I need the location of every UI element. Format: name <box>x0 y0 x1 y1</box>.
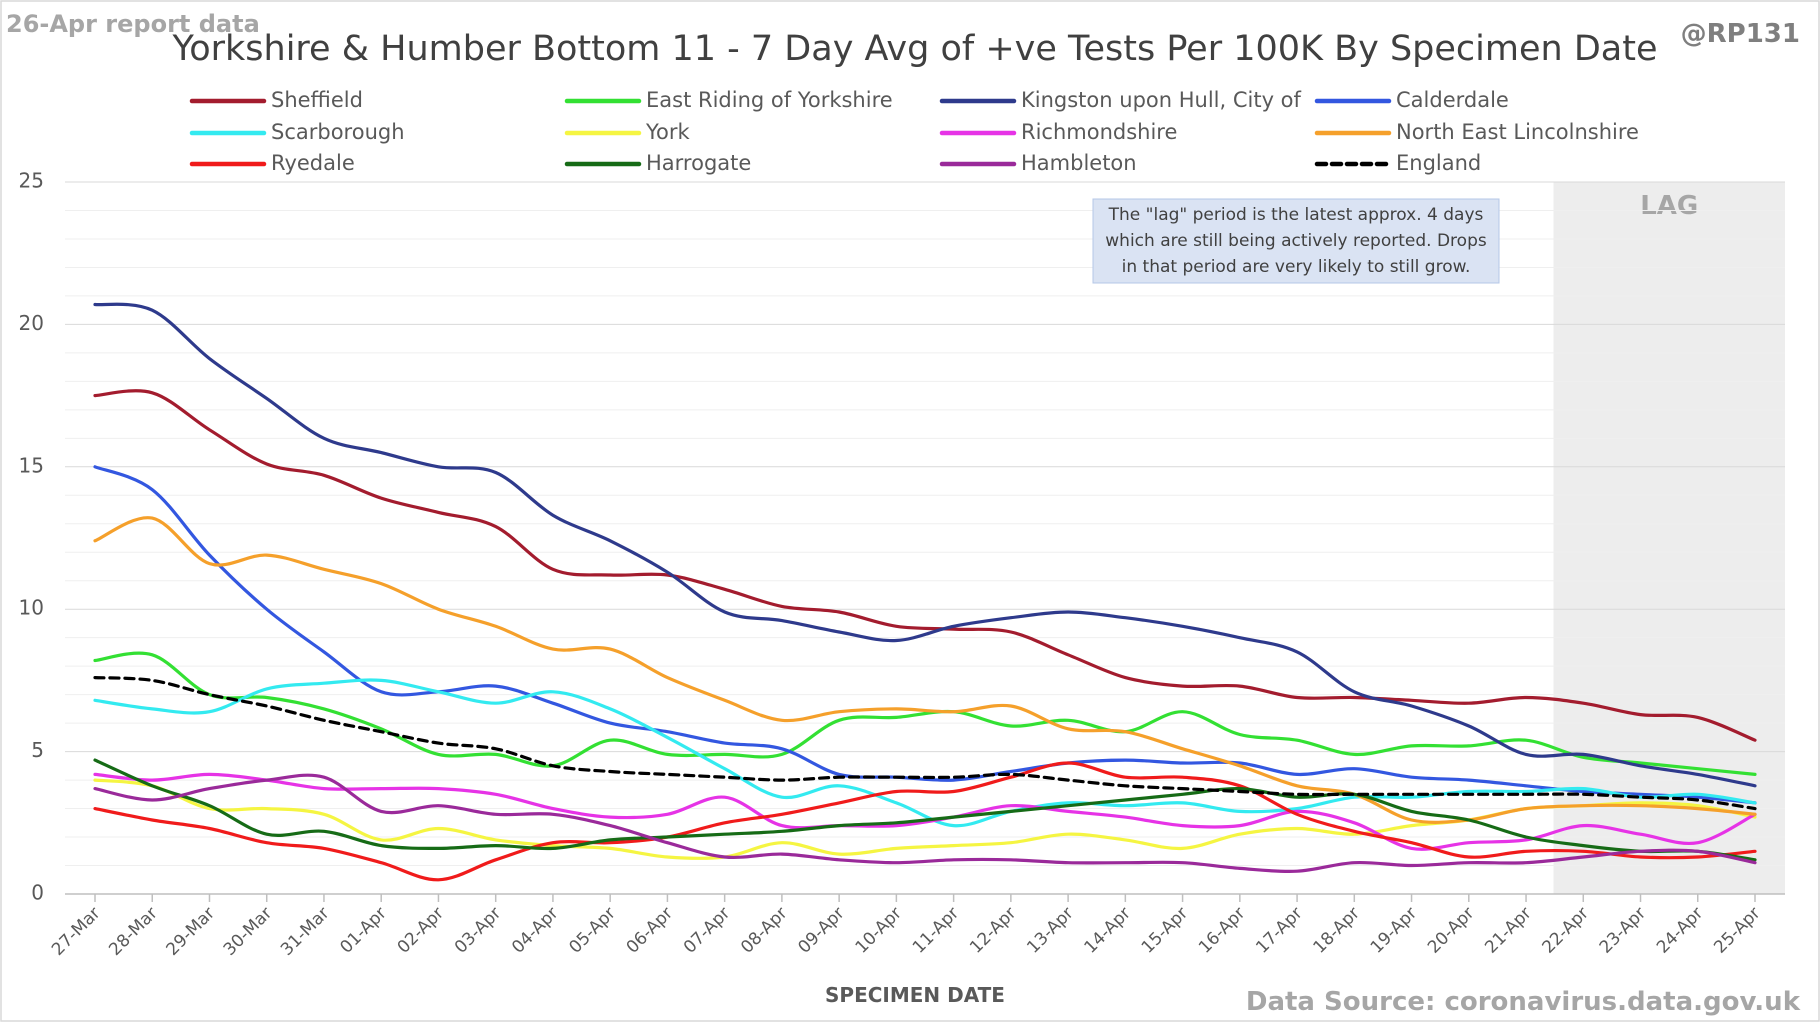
y-tick-label: 15 <box>19 453 44 477</box>
series-line-richmondshire <box>93 772 1757 851</box>
y-tick-label: 5 <box>31 738 44 762</box>
author-handle: @RP131 <box>1681 19 1800 49</box>
lag-shading <box>1553 182 1785 894</box>
legend-label-harrogate: Harrogate <box>646 151 751 175</box>
series-line-england <box>93 676 1757 811</box>
legend-label-kingston-upon-hull-city-of: Kingston upon Hull, City of <box>1021 88 1302 112</box>
series-line-ryedale <box>93 761 1757 882</box>
data-source: Data Source: coronavirus.data.gov.uk <box>1246 987 1801 1017</box>
lag-note-line-3: in that period are very likely to still … <box>1122 257 1471 277</box>
x-axis-label: SPECIMEN DATE <box>825 983 1005 1007</box>
series-lines <box>93 302 1757 882</box>
legend-label-richmondshire: Richmondshire <box>1021 120 1177 144</box>
series-line-east-riding-of-yorkshire <box>93 651 1757 776</box>
lag-note-line-1: The "lag" period is the latest approx. 4… <box>1108 205 1484 225</box>
report-date-label: 26-Apr report data <box>6 10 260 38</box>
series-line-sheffield <box>93 389 1757 742</box>
y-tick-label: 0 <box>31 881 44 905</box>
legend-label-scarborough: Scarborough <box>271 120 405 144</box>
series-line-harrogate <box>93 758 1757 862</box>
legend: Sheffield East Riding of Yorkshire Kingsto… <box>189 88 1639 175</box>
legend-label-north-east-lincolnshire: North East Lincolnshire <box>1396 120 1639 144</box>
lag-note-box <box>1092 198 1500 284</box>
series-line-kingston-upon-hull-city-of <box>93 302 1757 788</box>
legend-label-york: York <box>645 120 691 144</box>
y-tick-label: 25 <box>19 169 44 193</box>
series-line-scarborough <box>93 678 1757 828</box>
legend-label-east-riding-of-yorkshire: East Riding of Yorkshire <box>646 88 893 112</box>
y-axis: 0 5 10 15 20 25 <box>19 169 44 905</box>
lag-label: LAG <box>1640 191 1698 221</box>
legend-label-england: England <box>1396 151 1481 175</box>
chart-title: Yorkshire & Humber Bottom 11 - 7 Day Avg… <box>171 29 1657 69</box>
y-tick-label: 10 <box>19 596 44 620</box>
legend-label-calderdale: Calderdale <box>1396 88 1509 112</box>
legend-label-hambleton: Hambleton <box>1021 151 1137 175</box>
lag-note-line-2: which are still being actively reported.… <box>1105 231 1487 251</box>
legend-label-sheffield: Sheffield <box>271 88 363 112</box>
lag-note: The "lag" period is the latest approx. 4… <box>1092 198 1500 284</box>
legend-label-ryedale: Ryedale <box>271 151 355 175</box>
lag-region: LAG <box>1553 182 1785 894</box>
y-tick-label: 20 <box>19 311 44 335</box>
series-line-hambleton <box>93 773 1757 874</box>
